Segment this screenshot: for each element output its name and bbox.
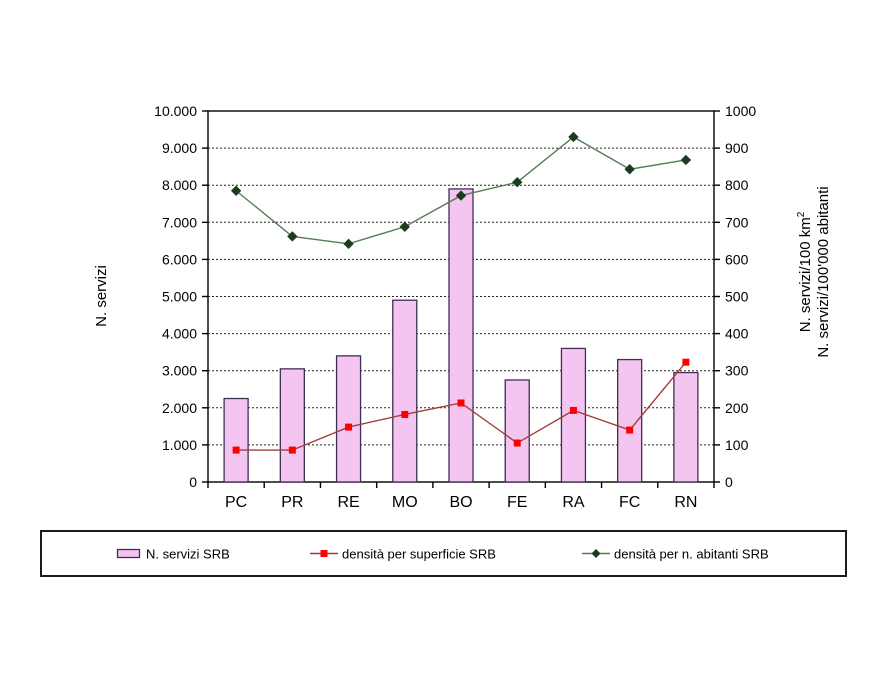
right-axis-tick-label: 400 (725, 326, 749, 342)
right-axis-tick-label: 1000 (725, 103, 756, 119)
left-axis-tick-label: 2.000 (162, 400, 197, 416)
marker-abitanti-FC (624, 164, 635, 175)
marker-superficie-MO (401, 410, 409, 418)
x-category-label-PC: PC (225, 494, 247, 511)
bar-MO (392, 299, 418, 483)
marker-superficie-BO (457, 399, 465, 407)
marker-superficie-RE (345, 423, 353, 431)
marker-superficie-RN (682, 358, 690, 366)
x-category-label-MO: MO (392, 494, 418, 511)
left-axis-tick-label: 3.000 (162, 363, 197, 379)
marker-abitanti-PR (287, 231, 298, 242)
legend-item-servizi: N. servizi SRB (116, 546, 230, 561)
left-axis-tick-label: 7.000 (162, 214, 197, 230)
marker-abitanti-MO (399, 221, 410, 232)
bar-BO (448, 188, 474, 483)
bar-swatch-icon (116, 548, 141, 559)
right-axis-tick-label: 800 (725, 177, 749, 193)
left-axis-tick-label: 9.000 (162, 140, 197, 156)
left-axis-title: N. servizi (93, 265, 110, 327)
marker-abitanti-BO (455, 190, 467, 201)
left-axis-tick-label: 5.000 (162, 289, 197, 305)
marker-abitanti-RA (568, 131, 579, 143)
legend: N. servizi SRB densità per superficie SR… (40, 530, 847, 577)
marker-abitanti-PC (230, 185, 242, 196)
marker-superficie-FE (513, 439, 521, 447)
marker-superficie-RA (569, 406, 577, 414)
bar-RN (673, 371, 699, 483)
x-category-label-FC: FC (619, 494, 640, 511)
bar-RE (335, 355, 362, 483)
marker-superficie-PC (232, 446, 240, 454)
right-axis-title-line1: N. servizi/100 km2 (796, 211, 814, 333)
bar-PR (279, 368, 305, 483)
legend-label-superficie: densità per superficie SRB (342, 546, 496, 561)
right-axis-tick-label: 200 (725, 400, 749, 416)
right-axis-title-line2: N. servizi/100'000 abitanti (815, 186, 832, 358)
x-category-label-PR: PR (281, 494, 303, 511)
x-category-label-BO: BO (449, 494, 472, 511)
right-axis-tick-label: 700 (725, 214, 749, 230)
left-axis-tick-label: 8.000 (162, 177, 197, 193)
right-axis-tick-label: 300 (725, 363, 749, 379)
right-axis-tick-label: 500 (725, 289, 749, 305)
bar-PC (223, 397, 249, 483)
line-square-swatch-icon (310, 550, 338, 557)
left-axis-tick-label: 0 (189, 474, 197, 490)
left-axis-tick-label: 10.000 (154, 103, 197, 119)
x-category-label-RE: RE (337, 494, 359, 511)
legend-item-superficie: densità per superficie SRB (310, 546, 496, 561)
right-axis-tick-label: 900 (725, 140, 749, 156)
marker-abitanti-RN (680, 154, 692, 166)
bar-FE (504, 379, 530, 483)
legend-label-abitanti: densità per n. abitanti SRB (614, 546, 769, 561)
x-category-label-FE: FE (507, 494, 527, 511)
marker-abitanti-FE (512, 177, 523, 188)
x-category-label-RA: RA (562, 494, 585, 511)
marker-superficie-PR (288, 446, 296, 454)
right-axis-tick-label: 100 (725, 437, 749, 453)
line-diamond-swatch-icon (582, 549, 610, 558)
marker-abitanti-RE (343, 238, 354, 250)
marker-superficie-FC (626, 426, 634, 434)
left-axis-tick-label: 4.000 (162, 326, 197, 342)
left-axis-tick-label: 6.000 (162, 251, 197, 267)
right-axis-tick-label: 600 (725, 251, 749, 267)
legend-label-servizi: N. servizi SRB (146, 546, 230, 561)
legend-item-abitanti: densità per n. abitanti SRB (582, 546, 769, 561)
right-axis-tick-label: 0 (725, 474, 733, 490)
left-axis-tick-label: 1.000 (162, 437, 197, 453)
right-axis-title: N. servizi/100 km2 N. servizi/100'000 ab… (796, 132, 835, 412)
x-category-label-RN: RN (674, 494, 697, 511)
